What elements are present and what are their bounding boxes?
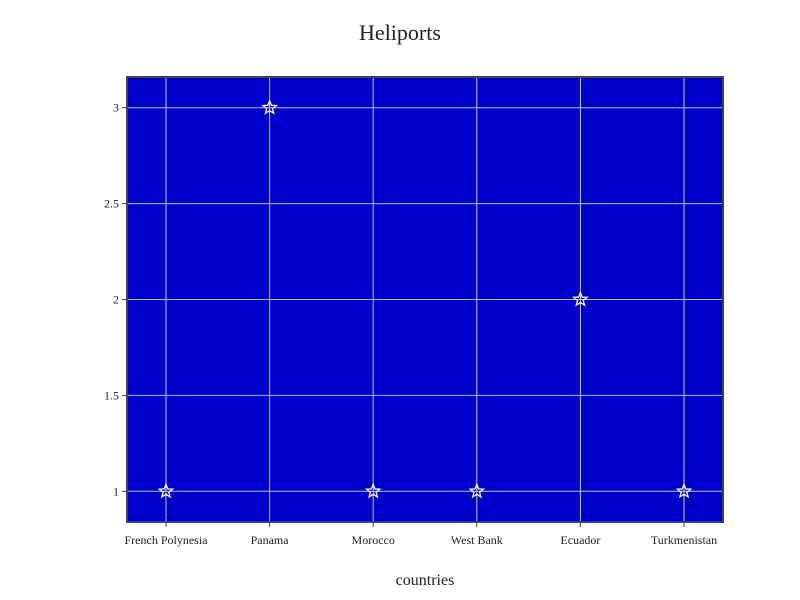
chart-title: Heliports [359,20,441,45]
data-point-star [261,98,278,115]
x-tick-label: Panama [251,533,290,547]
x-axis-title: countries [396,572,455,589]
data-point-star [157,482,175,499]
data-points [157,98,693,499]
data-point-star [364,482,382,499]
x-tick-label: Morocco [352,533,395,547]
y-tick-label: 3 [113,101,119,115]
y-tick-label: 2 [113,293,119,307]
grid [127,77,723,522]
x-tick-label: Turkmenistan [651,533,717,547]
data-point-star [572,290,589,307]
y-tick-label: 1.5 [104,388,119,402]
x-tick-label: Ecuador [560,533,600,547]
data-point-star [675,482,693,499]
plot-frame [126,76,724,523]
x-tick-label: French Polynesia [125,533,209,547]
data-point-star [468,482,486,499]
y-tick-label: 2.5 [104,197,119,211]
x-tick-label: West Bank [451,533,503,547]
y-tick-label: 1 [113,484,119,498]
